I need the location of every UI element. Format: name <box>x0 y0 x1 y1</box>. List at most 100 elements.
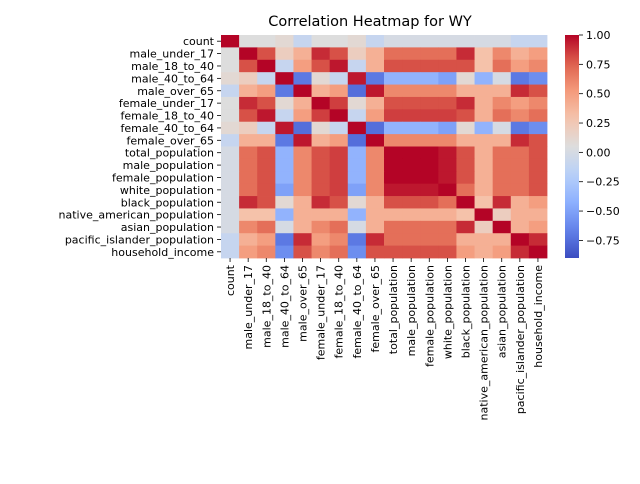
heatmap-cell <box>510 146 530 160</box>
heatmap-cell <box>293 146 312 160</box>
heatmap-cell <box>528 220 548 234</box>
heatmap-cell <box>492 158 512 172</box>
heatmap-cell <box>384 109 403 123</box>
heatmap-cell <box>492 35 512 48</box>
heatmap-cell <box>528 96 548 110</box>
heatmap-cell <box>420 146 439 160</box>
y-tick-label: female_under_17 <box>119 97 214 110</box>
heatmap-cell <box>456 84 475 98</box>
heatmap-cell <box>275 208 294 222</box>
heatmap-cell <box>329 233 349 247</box>
heatmap-cell <box>474 196 494 209</box>
heatmap-cell <box>221 96 240 110</box>
heatmap-cell <box>456 96 475 110</box>
heatmap-cell <box>510 96 530 110</box>
heatmap-cell <box>510 158 530 172</box>
heatmap-cell <box>456 245 475 259</box>
heatmap-cell <box>311 196 331 209</box>
heatmap-cell <box>347 96 367 110</box>
heatmap-cell <box>402 183 421 197</box>
heatmap-cell <box>528 245 548 259</box>
heatmap-cell <box>528 109 548 123</box>
heatmap-cell <box>474 233 494 247</box>
heatmap-cell <box>347 35 367 48</box>
heatmap-cell <box>365 59 385 73</box>
heatmap-cell <box>239 158 258 172</box>
heatmap-cell <box>420 183 439 197</box>
heatmap-cell <box>275 183 294 197</box>
heatmap-cell <box>402 96 421 110</box>
heatmap-cell <box>275 47 294 61</box>
x-tick-label: female_under_17 <box>315 265 328 360</box>
heatmap-cell <box>492 183 512 197</box>
heatmap-cell <box>293 121 312 135</box>
heatmap-cell <box>293 171 312 185</box>
heatmap-cell <box>257 134 276 147</box>
colorbar-tick-label: 0.50 <box>586 88 611 101</box>
heatmap-cell <box>438 121 457 135</box>
heatmap-cell <box>528 134 548 147</box>
heatmap-cell <box>474 171 494 185</box>
heatmap-cell <box>293 109 312 123</box>
heatmap-cell <box>384 183 403 197</box>
heatmap-cell <box>239 47 258 61</box>
heatmap-cell <box>402 47 421 61</box>
heatmap-cell <box>402 171 421 185</box>
y-tick-label: female_over_65 <box>127 134 214 147</box>
heatmap-cell <box>474 96 494 110</box>
heatmap-cell <box>474 208 494 222</box>
heatmap-cell <box>347 233 367 247</box>
heatmap-cell <box>420 158 439 172</box>
heatmap-cell <box>275 35 294 48</box>
heatmap-cell <box>492 233 512 247</box>
heatmap-cell <box>257 59 276 73</box>
heatmap-cell <box>365 47 385 61</box>
heatmap-cell <box>275 84 294 98</box>
heatmap-cell <box>420 171 439 185</box>
heatmap-cell <box>293 208 312 222</box>
heatmap-cell <box>528 196 548 209</box>
heatmap-cell <box>311 84 331 98</box>
heatmap-cell <box>474 121 494 135</box>
heatmap-cell <box>528 146 548 160</box>
heatmap-cell <box>474 47 494 61</box>
heatmap-cell <box>221 233 240 247</box>
heatmap-cell <box>329 121 349 135</box>
heatmap-cell <box>456 59 475 73</box>
heatmap-cell <box>474 35 494 48</box>
heatmap-cell <box>384 134 403 147</box>
heatmap-cell <box>239 220 258 234</box>
heatmap-cell <box>492 245 512 259</box>
x-tick-label: male_over_65 <box>297 265 310 342</box>
heatmap-cell <box>221 171 240 185</box>
heatmap-cell <box>456 171 475 185</box>
heatmap-cell <box>402 146 421 160</box>
heatmap-cell <box>365 109 385 123</box>
heatmap-cell <box>402 220 421 234</box>
heatmap-cell <box>510 220 530 234</box>
heatmap-cell <box>239 134 258 147</box>
heatmap-cell <box>275 96 294 110</box>
heatmap-cell <box>347 84 367 98</box>
heatmap-cell <box>456 233 475 247</box>
heatmap-cell <box>402 233 421 247</box>
heatmap-cell <box>456 109 475 123</box>
heatmap-cell <box>438 72 457 85</box>
heatmap-cell <box>528 171 548 185</box>
heatmap-cell <box>365 233 385 247</box>
heatmap-cell <box>492 72 512 85</box>
y-tick-label: household_income <box>111 246 214 259</box>
heatmap-cell <box>528 158 548 172</box>
heatmap-cell <box>420 220 439 234</box>
heatmap-cell <box>293 183 312 197</box>
y-tick-label: male_40_to_64 <box>131 72 214 85</box>
heatmap-cell <box>384 47 403 61</box>
heatmap-cell <box>510 196 530 209</box>
colorbar-tick-label: 0.00 <box>586 146 611 159</box>
heatmap-cell <box>329 158 349 172</box>
heatmap-cell <box>365 220 385 234</box>
colorbar-gradient <box>565 35 579 258</box>
heatmap-cell <box>329 47 349 61</box>
heatmap-cell <box>528 72 548 85</box>
heatmap-cell <box>420 196 439 209</box>
